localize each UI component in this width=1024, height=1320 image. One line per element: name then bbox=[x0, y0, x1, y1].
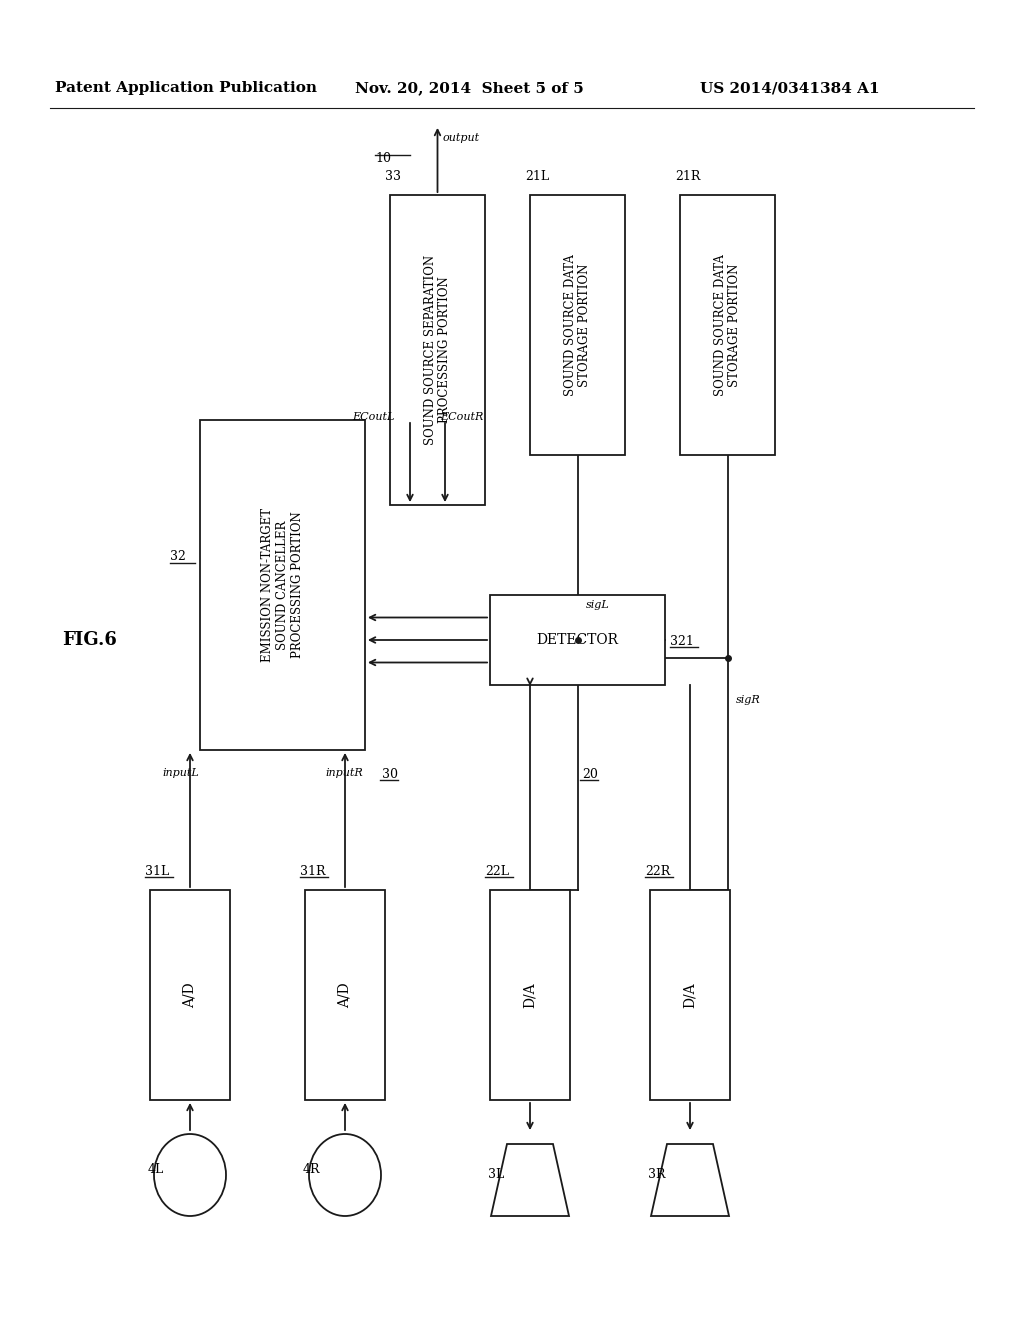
Text: DETECTOR: DETECTOR bbox=[537, 634, 618, 647]
Ellipse shape bbox=[309, 1134, 381, 1216]
Text: SOUND SOURCE DATA
STORAGE PORTION: SOUND SOURCE DATA STORAGE PORTION bbox=[563, 253, 592, 396]
Text: 10: 10 bbox=[375, 152, 391, 165]
Text: sigR: sigR bbox=[735, 696, 760, 705]
Bar bbox=[305, 890, 385, 1100]
Text: A/D: A/D bbox=[183, 982, 197, 1007]
Text: EMISSION NON-TARGET
SOUND CANCELLER
PROCESSING PORTION: EMISSION NON-TARGET SOUND CANCELLER PROC… bbox=[261, 508, 304, 663]
Text: US 2014/0341384 A1: US 2014/0341384 A1 bbox=[700, 81, 880, 95]
Text: 20: 20 bbox=[582, 768, 598, 781]
Text: 321: 321 bbox=[670, 635, 694, 648]
Text: 21R: 21R bbox=[675, 170, 700, 183]
Text: 22R: 22R bbox=[645, 865, 671, 878]
Text: 33: 33 bbox=[385, 170, 401, 183]
Text: 30: 30 bbox=[382, 768, 398, 781]
Bar bbox=[530, 195, 625, 455]
Text: output: output bbox=[442, 133, 479, 143]
Bar bbox=[650, 890, 730, 1100]
Polygon shape bbox=[651, 1144, 729, 1216]
Text: SOUND SOURCE DATA
STORAGE PORTION: SOUND SOURCE DATA STORAGE PORTION bbox=[714, 253, 741, 396]
Text: inputR: inputR bbox=[325, 768, 362, 777]
Bar bbox=[490, 890, 570, 1100]
Text: FIG.6: FIG.6 bbox=[62, 631, 117, 649]
Text: A/D: A/D bbox=[338, 982, 352, 1007]
Text: 4L: 4L bbox=[148, 1163, 164, 1176]
Bar bbox=[490, 595, 665, 685]
Text: 3R: 3R bbox=[648, 1168, 666, 1181]
Text: ECoutL: ECoutL bbox=[352, 412, 394, 422]
Text: ECoutR: ECoutR bbox=[440, 412, 483, 422]
Text: sigL: sigL bbox=[586, 601, 609, 610]
Polygon shape bbox=[490, 1144, 569, 1216]
Text: 32: 32 bbox=[170, 550, 186, 564]
Text: 22L: 22L bbox=[485, 865, 509, 878]
Ellipse shape bbox=[154, 1134, 226, 1216]
Text: 4R: 4R bbox=[303, 1163, 321, 1176]
Bar bbox=[150, 890, 230, 1100]
Text: D/A: D/A bbox=[523, 982, 537, 1007]
Text: SOUND SOURCE SEPARATION
PROCESSING PORTION: SOUND SOURCE SEPARATION PROCESSING PORTI… bbox=[424, 255, 452, 445]
Text: Patent Application Publication: Patent Application Publication bbox=[55, 81, 317, 95]
Text: inputL: inputL bbox=[162, 768, 199, 777]
Text: 21L: 21L bbox=[525, 170, 549, 183]
Bar bbox=[390, 195, 485, 506]
Text: 31L: 31L bbox=[145, 865, 169, 878]
Text: 31R: 31R bbox=[300, 865, 326, 878]
Text: 3L: 3L bbox=[488, 1168, 504, 1181]
Text: D/A: D/A bbox=[683, 982, 697, 1007]
Text: Nov. 20, 2014  Sheet 5 of 5: Nov. 20, 2014 Sheet 5 of 5 bbox=[355, 81, 584, 95]
Bar bbox=[680, 195, 775, 455]
Bar bbox=[200, 420, 365, 750]
